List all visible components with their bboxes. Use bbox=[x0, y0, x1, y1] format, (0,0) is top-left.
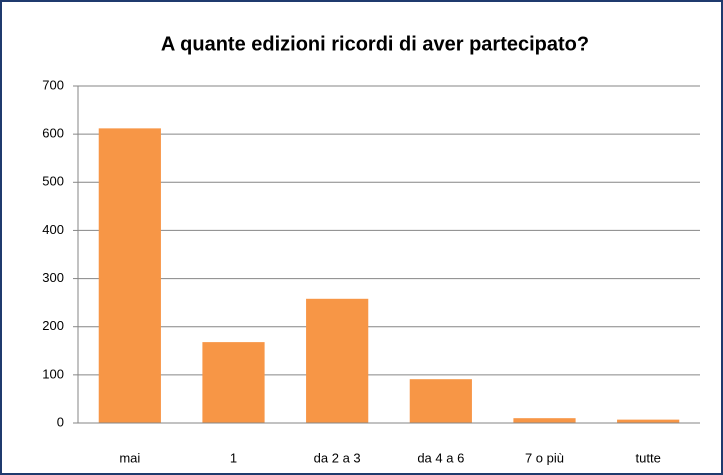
x-tick-label: mai bbox=[119, 450, 140, 465]
bar bbox=[617, 419, 680, 423]
x-tick-label: da 4 a 6 bbox=[417, 450, 464, 465]
y-tick-label: 100 bbox=[42, 366, 64, 381]
bar bbox=[202, 342, 265, 423]
y-tick-label: 300 bbox=[42, 270, 64, 285]
y-tick-label: 200 bbox=[42, 318, 64, 333]
chart-title: A quante edizioni ricordi di aver partec… bbox=[161, 33, 589, 55]
x-tick-label: tutte bbox=[636, 450, 661, 465]
x-tick-label: 7 o più bbox=[525, 450, 564, 465]
bar bbox=[409, 379, 472, 423]
x-tick-label: da 2 a 3 bbox=[314, 450, 361, 465]
y-tick-label: 400 bbox=[42, 222, 64, 237]
y-tick-label: 600 bbox=[42, 126, 64, 141]
bar bbox=[98, 128, 161, 423]
bar bbox=[513, 418, 576, 423]
y-tick-label: 500 bbox=[42, 174, 64, 189]
y-tick-label: 0 bbox=[57, 414, 64, 429]
x-tick-label: 1 bbox=[230, 450, 237, 465]
bar bbox=[306, 298, 369, 423]
y-tick-label: 700 bbox=[42, 77, 64, 92]
